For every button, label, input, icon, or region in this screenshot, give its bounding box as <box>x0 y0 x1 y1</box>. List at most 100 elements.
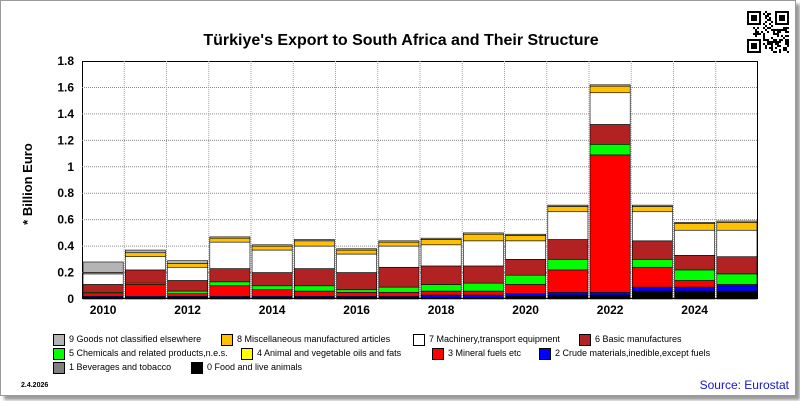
qr-module <box>787 27 789 29</box>
qr-module <box>755 29 757 31</box>
bar-segment <box>125 252 166 257</box>
bar-segment <box>125 284 166 297</box>
bar-segment <box>251 244 293 247</box>
qr-module <box>771 45 773 47</box>
qr-module <box>769 27 771 29</box>
qr-module <box>771 29 773 31</box>
bar-segment <box>463 233 504 242</box>
qr-module <box>755 35 757 37</box>
bar-segment <box>420 239 462 246</box>
y-tick-label: 0 <box>67 292 74 306</box>
qr-module <box>771 25 773 27</box>
qr-module <box>763 13 765 15</box>
legend-label: 9 Goods not classified elsewhere <box>69 334 202 344</box>
bar-segment <box>632 240 673 260</box>
bar-segment <box>420 244 462 267</box>
qr-module <box>773 41 775 43</box>
x-tick-label: 2016 <box>343 303 370 317</box>
qr-module <box>755 31 757 33</box>
legend-swatch <box>539 348 551 360</box>
qr-module <box>783 37 785 39</box>
qr-module <box>763 39 765 41</box>
qr-module <box>785 39 787 41</box>
x-tick-label: 2014 <box>259 303 286 317</box>
bar-segment <box>420 290 462 296</box>
bar-segment <box>632 206 673 213</box>
qr-module <box>771 49 773 51</box>
bar-segment <box>632 266 673 288</box>
bar-segment <box>420 294 462 298</box>
qr-module <box>775 47 777 49</box>
bar-segment <box>505 240 546 260</box>
legend-swatch <box>53 348 65 360</box>
bar-segment <box>336 248 377 251</box>
qr-module <box>769 17 771 19</box>
bar-segment <box>294 245 335 269</box>
bar-segment <box>82 293 124 297</box>
qr-module <box>779 49 781 51</box>
qr-module <box>773 33 775 35</box>
bar-segment <box>336 292 377 297</box>
qr-module <box>779 39 781 41</box>
x-tick-label: 2022 <box>597 303 624 317</box>
qr-module <box>787 43 789 45</box>
bar-segment <box>209 281 251 287</box>
legend-swatch <box>53 334 65 346</box>
legend-swatch <box>432 348 444 360</box>
y-tick-label: 0.6 <box>57 213 74 227</box>
x-tick-label: 2012 <box>174 303 201 317</box>
bar-segment <box>589 84 631 87</box>
bar-segment <box>674 223 715 231</box>
bar-segment <box>125 269 166 284</box>
bar-segment <box>420 284 462 292</box>
qr-module <box>783 49 785 51</box>
qr-module <box>765 17 767 19</box>
qr-module <box>779 51 781 53</box>
qr-module <box>767 43 769 45</box>
bar-segment <box>589 124 631 145</box>
qr-module <box>775 51 777 53</box>
qr-module <box>765 11 767 13</box>
qr-module <box>765 29 767 31</box>
bar-segment <box>82 284 124 293</box>
qr-module <box>771 43 773 45</box>
bar-segment <box>632 211 673 242</box>
bar-segment <box>378 292 420 297</box>
qr-module <box>779 31 781 33</box>
bar-segment <box>167 262 208 268</box>
bar-segment <box>547 204 589 207</box>
bar-segment <box>674 222 715 224</box>
qr-module <box>773 39 775 41</box>
legend-label: 7 Machinery,transport equipment <box>429 334 560 344</box>
qr-module <box>783 29 785 31</box>
bar-segment <box>716 229 758 257</box>
qr-module <box>787 41 789 43</box>
legend-label: 6 Basic manufactures <box>595 334 682 344</box>
qr-module <box>765 39 767 41</box>
bar-segment <box>716 256 758 275</box>
bar-segment <box>209 268 251 283</box>
qr-module <box>753 33 755 35</box>
x-tick-label: 2018 <box>428 303 455 317</box>
bar-segment <box>167 260 208 264</box>
bar-segment <box>505 235 546 242</box>
bar-segment <box>336 253 377 273</box>
qr-module <box>771 21 773 23</box>
qr-module <box>777 45 779 47</box>
bar-segment <box>547 239 589 260</box>
bar-segment <box>463 232 504 235</box>
qr-module <box>765 21 767 23</box>
bar-segment <box>716 222 758 231</box>
qr-module <box>787 39 789 41</box>
x-tick-label: 2024 <box>681 303 708 317</box>
qr-module <box>785 47 787 49</box>
legend-swatch <box>191 362 203 374</box>
y-tick-label: 0.2 <box>57 266 74 280</box>
qr-module <box>773 31 775 33</box>
qr-module <box>767 27 769 29</box>
legend-swatch <box>53 362 65 374</box>
qr-module <box>767 19 769 21</box>
qr-module <box>767 15 769 17</box>
qr-module <box>765 45 767 47</box>
